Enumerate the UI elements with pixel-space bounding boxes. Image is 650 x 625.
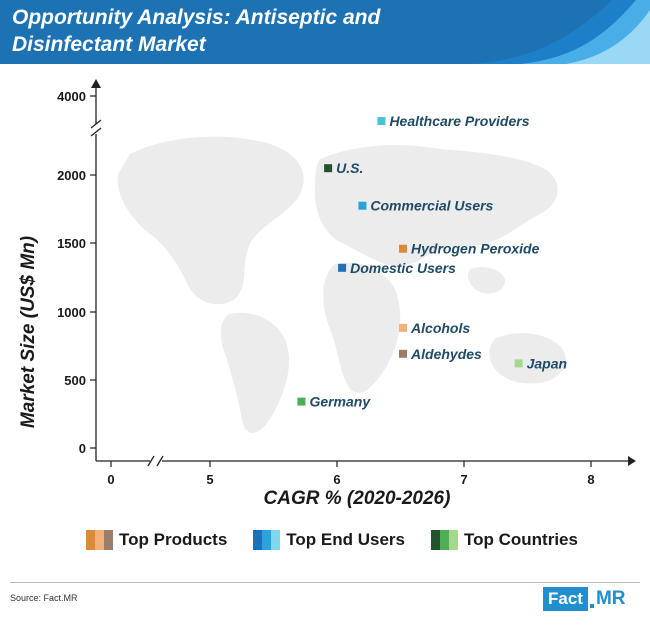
- x-tick-label: 6: [333, 472, 340, 487]
- legend-item-top-products: Top Products: [86, 530, 227, 550]
- data-point-u-s: U.S.: [324, 160, 363, 176]
- x-tick-label: 0: [107, 472, 114, 487]
- data-point-japan: Japan: [514, 355, 567, 371]
- y-tick-label: 2000: [57, 168, 86, 183]
- tick-labels: 0 5 6 7 8 0 500 1000 1500 2000 4000: [57, 89, 595, 487]
- point-label: Healthcare Providers: [389, 113, 529, 129]
- data-point-healthcare-providers: Healthcare Providers: [377, 113, 530, 129]
- legend-label: Top Products: [119, 530, 228, 549]
- data-point-germany: Germany: [297, 394, 371, 410]
- x-axis-label: CAGR % (2020-2026): [264, 488, 451, 509]
- x-tick-label: 7: [460, 472, 467, 487]
- point-marker: [377, 117, 386, 125]
- data-points: Healthcare Providers U.S. Commercial Users…: [297, 113, 567, 410]
- legend-swatch: [253, 530, 281, 550]
- header-banner: Opportunity Analysis: Antiseptic and Dis…: [0, 0, 650, 64]
- legend-label: Top Countries: [464, 530, 578, 549]
- point-marker: [338, 263, 347, 272]
- y-tick-label: 0: [79, 441, 86, 456]
- logo-suffix: MR: [595, 588, 626, 609]
- y-tick-label: 500: [64, 373, 86, 388]
- point-label: Germany: [309, 394, 371, 410]
- point-label: Commercial Users: [370, 198, 493, 214]
- point-label: Aldehydes: [410, 346, 482, 362]
- point-label: Hydrogen Peroxide: [411, 241, 540, 257]
- chart-area: 0 5 6 7 8 0 500 1000 1500 2000 4000 Healthcare Pro…: [0, 64, 650, 534]
- point-label: U.S.: [336, 160, 363, 176]
- point-marker: [399, 244, 408, 253]
- scatter-chart: 0 5 6 7 8 0 500 1000 1500 2000 4000 Healthcare Pro…: [18, 79, 636, 509]
- x-tick-label: 8: [587, 472, 594, 487]
- legend: Top Products Top End Users Top Countries: [86, 526, 604, 554]
- axes: [90, 79, 636, 467]
- chart-title: Opportunity Analysis: Antiseptic and Dis…: [12, 6, 381, 56]
- logo-main: Fact: [543, 587, 588, 611]
- factmr-logo: Fact MR: [543, 587, 626, 611]
- point-marker: [399, 323, 408, 332]
- data-point-aldehydes: Aldehydes: [399, 346, 482, 362]
- footer-divider: [10, 582, 640, 583]
- data-point-alcohols: Alcohols: [399, 320, 470, 336]
- source-note: Source: Fact.MR: [10, 593, 78, 603]
- point-marker: [358, 201, 367, 210]
- y-tick-label: 4000: [57, 89, 86, 104]
- x-tick-label: 5: [206, 472, 213, 487]
- y-tick-label: 1000: [57, 305, 86, 320]
- y-axis-label: Market Size (US$ Mn): [18, 236, 39, 428]
- legend-swatch: [86, 530, 113, 550]
- point-marker: [514, 359, 523, 368]
- legend-item-top-countries: Top Countries: [431, 530, 578, 550]
- legend-label: Top End Users: [286, 530, 405, 549]
- point-label: Alcohols: [410, 320, 470, 336]
- point-marker: [297, 397, 306, 406]
- data-point-hydrogen-peroxide: Hydrogen Peroxide: [399, 241, 540, 257]
- legend-swatch: [431, 530, 458, 550]
- point-marker: [399, 349, 408, 358]
- point-marker: [324, 164, 333, 173]
- legend-item-top-end-users: Top End Users: [253, 530, 405, 550]
- data-point-commercial-users: Commercial Users: [358, 198, 494, 214]
- logo-dot: [589, 604, 594, 608]
- data-point-domestic-users: Domestic Users: [338, 260, 456, 276]
- header-decoration: [470, 0, 650, 64]
- point-label: Domestic Users: [350, 260, 456, 276]
- world-map-background: [117, 136, 566, 434]
- point-label: Japan: [527, 355, 567, 371]
- y-tick-label: 1500: [57, 236, 86, 251]
